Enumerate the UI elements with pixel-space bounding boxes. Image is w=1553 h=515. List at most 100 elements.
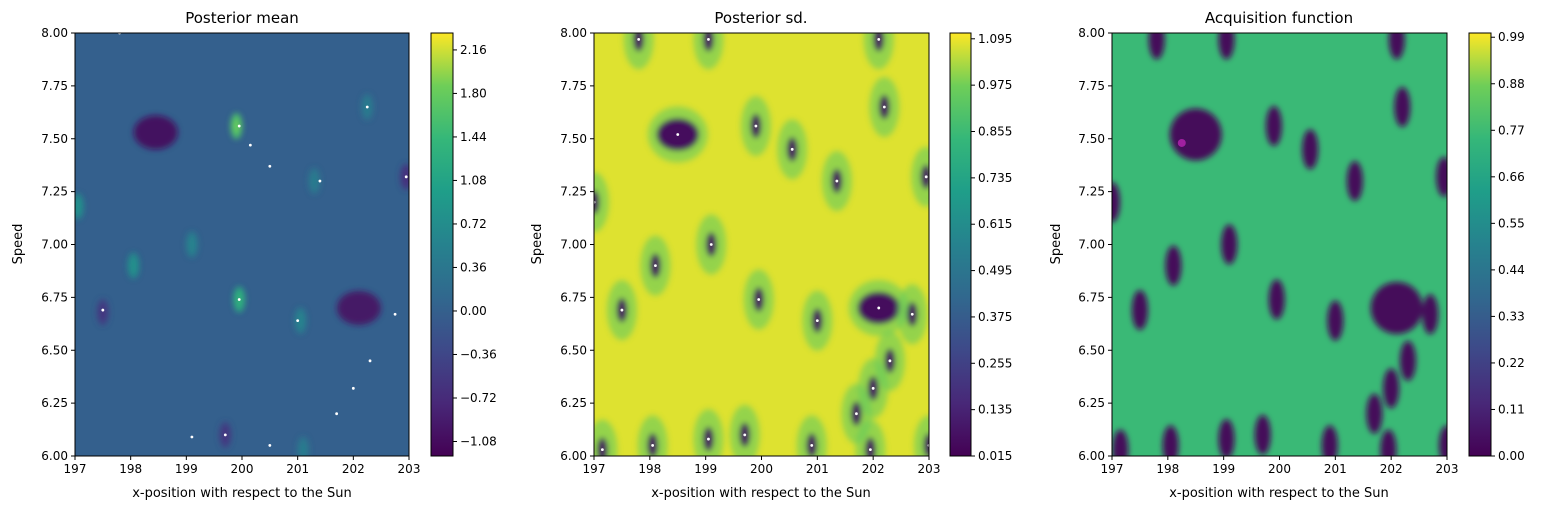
x-tick-label: 199 xyxy=(175,462,198,476)
heatmap-background xyxy=(75,33,409,456)
observation-point xyxy=(855,412,858,416)
observation-point xyxy=(268,444,272,447)
observation-point xyxy=(223,433,227,437)
acquisition-minimum xyxy=(1394,87,1411,128)
colorbar-tick-label: 0.495 xyxy=(978,264,1012,278)
observation-point xyxy=(600,448,604,452)
acquisition-minimum xyxy=(1346,161,1363,202)
observation-point xyxy=(790,147,794,151)
observation-point xyxy=(868,448,872,452)
colorbar: 0.015 0.135 0.255 0.375 0.495 0.615 0.735 0.855… xyxy=(949,32,1012,463)
observation-point xyxy=(924,175,928,179)
x-tick-label: 201 xyxy=(806,462,829,476)
acquisition-minimum xyxy=(1162,425,1179,456)
observation-point xyxy=(237,298,241,301)
sd-minimum xyxy=(633,33,644,52)
x-tick-label: 200 xyxy=(231,462,254,476)
heatmap-area xyxy=(75,33,409,456)
x-tick-label: 200 xyxy=(1268,462,1291,476)
observation-point xyxy=(910,312,914,316)
colorbar-tick-label: 0.44 xyxy=(1498,263,1525,277)
x-tick-label: 200 xyxy=(750,462,773,476)
colorbar-tick-label: −0.36 xyxy=(460,347,497,361)
heatmap-area xyxy=(594,33,929,456)
observation-point xyxy=(268,164,272,168)
colorbar-tick-label: 0.735 xyxy=(978,171,1012,185)
heatmap-area xyxy=(1112,33,1447,456)
colorbar-tick-label: 0.975 xyxy=(978,78,1012,92)
heatmap-feature-core xyxy=(297,313,304,328)
sd-minimum xyxy=(594,190,599,215)
x-tick-label: 198 xyxy=(638,462,661,476)
colorbar-tick-label: 1.095 xyxy=(978,32,1012,46)
acquisition-minimum xyxy=(1148,33,1165,60)
acquisition-minimum xyxy=(1112,182,1120,223)
y-tick-label: 6.00 xyxy=(560,449,587,463)
y-axis-label: Speed xyxy=(1049,224,1064,265)
x-tick-label: 203 xyxy=(918,462,941,476)
y-tick-label: 7.75 xyxy=(560,79,587,93)
acquisition-minimum xyxy=(1383,368,1400,409)
acquisition-minimum xyxy=(1218,419,1235,456)
observation-point xyxy=(835,179,839,183)
x-tick-label: 203 xyxy=(1436,462,1459,476)
heatmap-feature-core xyxy=(130,258,137,273)
sd-minimum xyxy=(703,33,714,52)
selected-point xyxy=(1177,138,1186,147)
colorbar-tick-label: 0.375 xyxy=(978,310,1012,324)
colorbar: −1.08 −0.72 −0.36 0.00 0.36 0.72 1.08 1.44 1.80 2… xyxy=(430,32,497,457)
observation-point xyxy=(393,312,397,316)
y-axis: 6.00 6.25 6.50 6.75 7.00 7.25 7.50 7.75 8.00 xyxy=(1078,26,1112,463)
y-axis: 6.00 6.25 6.50 6.75 7.00 7.25 7.50 7.75 8.00 xyxy=(560,26,594,463)
heatmap-features xyxy=(594,33,929,456)
heatmap-feature-core xyxy=(188,237,195,252)
panel-posterior-sd: Posterior sd. 197 198 199 200 201 202 203 6.00… xyxy=(530,9,1012,501)
y-tick-label: 6.00 xyxy=(1078,449,1105,463)
heatmap-features xyxy=(1112,33,1447,456)
observation-point xyxy=(654,264,657,268)
colorbar-tick-label: 0.00 xyxy=(460,304,487,318)
y-tick-label: 6.00 xyxy=(41,449,68,463)
sd-minimum xyxy=(865,437,876,456)
y-tick-label: 6.25 xyxy=(41,396,68,410)
observation-point xyxy=(757,298,761,301)
y-tick-label: 7.00 xyxy=(1078,238,1105,252)
colorbar-tick-label: −0.72 xyxy=(460,391,497,405)
observation-point xyxy=(296,319,300,323)
colorbar-gradient xyxy=(949,32,972,457)
sd-minimum xyxy=(597,437,608,456)
colorbar-tick-label: 0.99 xyxy=(1498,30,1525,44)
x-tick-label: 202 xyxy=(862,462,885,476)
colorbar: 0.00 0.11 0.22 0.33 0.44 0.55 0.66 0.77 0.88 0.99 xyxy=(1468,30,1525,463)
panel-title: Posterior mean xyxy=(185,9,299,27)
x-tick-label: 203 xyxy=(398,462,421,476)
observation-point xyxy=(888,359,892,363)
panel-acquisition-function: Acquisition function 197 198 199 200 201 202 2… xyxy=(1049,9,1525,501)
acquisition-minimum xyxy=(1221,224,1238,265)
heatmap-features xyxy=(75,94,409,456)
sd-minimum xyxy=(873,33,884,52)
x-tick-label: 198 xyxy=(1156,462,1179,476)
observation-point xyxy=(190,435,194,439)
y-tick-label: 7.50 xyxy=(41,132,68,146)
y-tick-label: 6.75 xyxy=(41,290,68,304)
colorbar-tick-label: 0.00 xyxy=(1498,449,1525,463)
colorbar-tick-label: 0.615 xyxy=(978,217,1012,231)
acquisition-minimum xyxy=(1422,294,1439,335)
observation-point xyxy=(743,433,747,437)
acquisition-minimum xyxy=(1268,279,1285,320)
x-axis: 197 198 199 200 201 202 203 xyxy=(1101,456,1459,476)
y-tick-label: 6.25 xyxy=(1078,396,1105,410)
panel-title: Posterior sd. xyxy=(714,9,807,27)
x-axis-label: x-position with respect to the Sun xyxy=(1169,486,1389,501)
acquisition-minimum xyxy=(1254,414,1271,455)
y-tick-label: 7.75 xyxy=(41,79,68,93)
acquisition-minimum xyxy=(1436,156,1447,197)
observation-point xyxy=(707,437,710,441)
y-axis-label: Speed xyxy=(11,224,26,265)
y-tick-label: 8.00 xyxy=(41,26,68,40)
acquisition-minimum xyxy=(1388,33,1405,60)
observation-point xyxy=(676,133,680,136)
colorbar-tick-label: 0.015 xyxy=(978,449,1012,463)
colorbar-tick-label: 0.33 xyxy=(1498,309,1525,323)
